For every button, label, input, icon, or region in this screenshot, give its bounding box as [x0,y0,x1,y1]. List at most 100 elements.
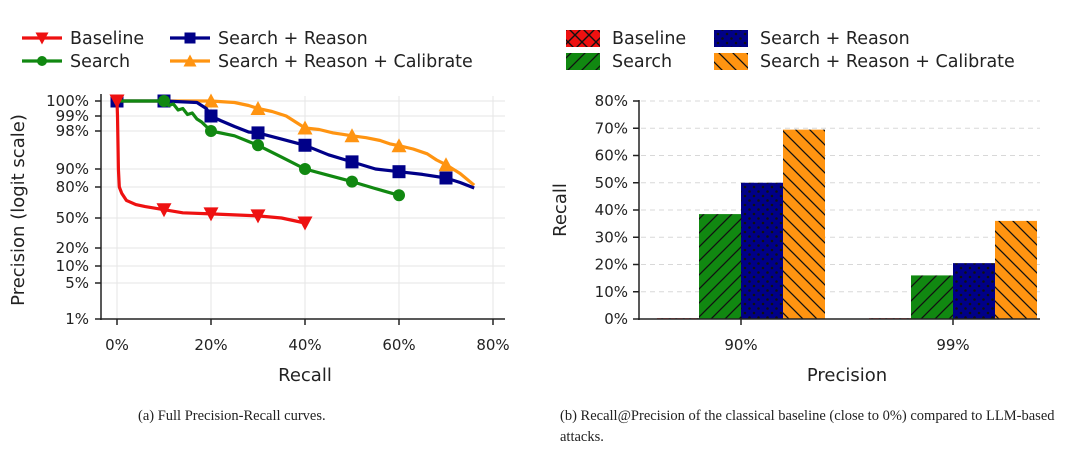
legend-label: Search + Reason [760,29,910,49]
legend-swatch [566,53,600,70]
y-axis-label: Recall [550,183,571,237]
series-line [117,99,475,190]
y-tick-label: 40% [595,201,628,219]
legend-item-search-reason-calibrate: Search + Reason + Calibrate [714,52,1015,72]
y-tick-label: 70% [595,119,628,137]
recall-at-precision-chart: 0% 10% 20% 30% 40% 50% 60% 70% 80% 90% 99% Baselin… [550,29,1040,386]
legend-swatch [714,30,748,47]
y-axis-label: Precision (logit scale) [8,114,29,306]
y-tick-label: 60% [595,147,628,165]
legend-label: Baseline [70,29,144,49]
marker-square [204,109,218,123]
legend-item-search-reason: Search + Reason [170,29,368,49]
series-search [117,95,405,202]
marker-triangle-down [35,32,49,45]
series-search-reason-calibrate [117,93,476,187]
marker-triangle-down [297,216,313,231]
marker-square [439,171,453,185]
legend-item-search: Search [566,52,672,72]
legend: Baseline Search Search + Reason Search + Re… [22,29,473,72]
x-tick-label: 60% [382,336,415,354]
caption-a: (a) Full Precision-Recall curves. [138,408,326,424]
legend-swatch [566,30,600,47]
marker-circle [252,139,264,152]
bars-group [657,129,1037,319]
x-axis-label: Precision [807,365,887,386]
marker-circle [37,56,47,66]
caption-b: (b) Recall@Precision of the classical ba… [560,408,1055,445]
series-search-reason [110,94,475,190]
marker-triangle-up [250,101,266,115]
y-tick-label: 100% [46,92,89,110]
legend-label: Search + Reason + Calibrate [760,52,1015,72]
marker-circle [158,95,170,107]
marker-circle [346,175,358,188]
y-tick-label: 90% [56,160,89,178]
x-tick-label: 80% [476,336,509,354]
series-baseline [109,94,313,231]
marker-circle [205,125,217,137]
series-line [115,100,306,225]
legend-item-baseline: Baseline [22,29,144,49]
legend-label: Search [612,52,672,72]
marker-triangle-up [391,138,407,153]
y-tick-label: 5% [65,274,89,292]
x-tick-label: 0% [105,336,129,354]
x-axis-label: Recall [278,365,332,386]
y-tick-label: 20% [56,239,89,257]
y-tick-label: 1% [65,310,89,328]
legend-label: Search [70,52,130,72]
y-tick-label: 99% [56,107,89,125]
axes: 0% 10% 20% 30% 40% 50% 60% 70% 80% 90% 99% [595,92,1040,354]
precision-recall-chart: 0% 20% 40% 60% 80%100%99%98%90%80%50%20%10%5… [8,29,510,386]
y-tick-label: 0% [604,310,628,328]
x-tick-label: 90% [724,336,757,354]
series-group [109,93,476,231]
legend-label: Baseline [612,29,686,49]
legend-item-baseline: Baseline [566,29,686,49]
series-line [117,99,400,197]
bar-search-reason [741,182,783,319]
axes: 0% 20% 40% 60% 80%100%99%98%90%80%50%20%10%5… [46,92,510,354]
marker-triangle-up [183,54,197,67]
y-tick-label: 50% [56,209,89,227]
marker-square [392,165,406,179]
marker-circle [299,163,311,175]
marker-triangle-down [109,94,125,109]
y-tick-label: 10% [56,257,89,275]
y-tick-label: 30% [595,228,628,246]
x-tick-label: 99% [936,336,969,354]
marker-triangle-up [203,93,219,108]
marker-triangle-down [250,209,266,224]
y-tick-label: 80% [56,178,89,196]
y-tick-label: 20% [595,256,628,274]
marker-square [298,138,312,152]
legend-label: Search + Reason + Calibrate [218,52,473,72]
marker-triangle-up [297,120,313,135]
legend-swatch [714,53,748,70]
marker-square [251,126,265,140]
marker-square [184,32,196,44]
legend-label: Search + Reason [218,29,368,49]
bar-search [699,214,741,319]
marker-triangle-up [438,157,454,172]
bar-search-reason-calibrate [783,129,825,319]
y-tick-label: 50% [595,174,628,192]
marker-square [345,155,359,169]
marker-triangle-down [156,203,172,218]
y-tick-label: 80% [595,92,628,110]
bar-search [911,275,953,319]
y-tick-label: 98% [56,122,89,140]
marker-triangle-down [203,207,219,222]
bar-search-reason [953,263,995,319]
y-tick-label: 10% [595,283,628,301]
bar-search-reason-calibrate [995,220,1037,319]
legend-item-search-reason-calibrate: Search + Reason + Calibrate [170,52,473,72]
legend-item-search-reason: Search + Reason [714,29,910,49]
x-tick-label: 20% [194,336,227,354]
legend-item-search: Search [22,52,130,72]
x-tick-label: 40% [288,336,321,354]
marker-circle [393,189,405,202]
legend: Baseline Search Search + Reason Search + Re… [566,29,1015,72]
marker-triangle-up [344,128,360,143]
